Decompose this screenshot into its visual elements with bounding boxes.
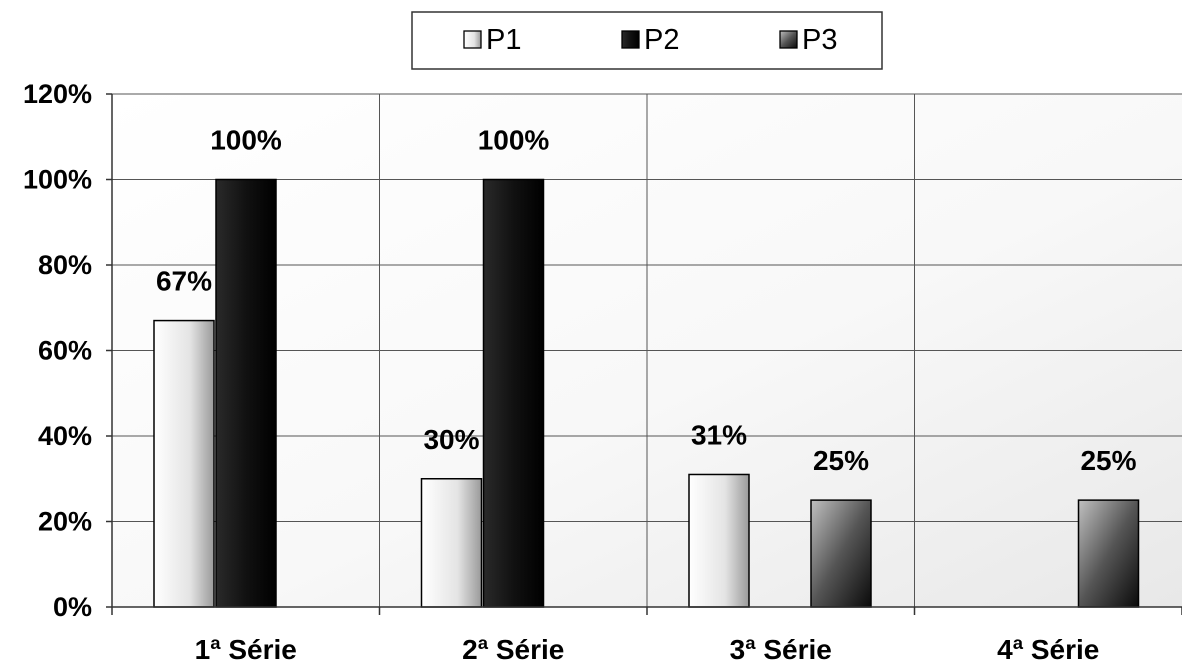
legend-swatch-p3 (779, 30, 798, 49)
data-label: 25% (1080, 445, 1136, 476)
bar-p1 (420, 478, 483, 608)
bar-p2 (482, 178, 545, 608)
legend-swatch-p1 (463, 30, 482, 49)
y-tick-label: 120% (23, 79, 92, 109)
bar-p2 (215, 178, 277, 608)
y-tick-label: 100% (23, 165, 92, 195)
data-label: 25% (813, 445, 869, 476)
data-label: 67% (156, 266, 212, 297)
data-label: 100% (210, 125, 282, 156)
y-tick-label: 60% (38, 336, 92, 366)
data-label: 30% (423, 424, 479, 455)
y-tick-label: 0% (53, 592, 92, 622)
y-tick-label: 40% (38, 421, 92, 451)
legend-swatch-p2 (621, 30, 640, 49)
legend-label-p3: P3 (802, 24, 837, 56)
bar-p1 (153, 319, 215, 608)
x-category-label: 3ª Série (730, 634, 832, 665)
legend-box (411, 11, 883, 70)
bar-p3 (810, 499, 872, 608)
legend-label-p1: P1 (486, 24, 521, 56)
x-category-label: 4ª Série (997, 634, 1099, 665)
data-label: 31% (691, 419, 747, 450)
bar-p3 (1077, 499, 1140, 608)
data-label: 100% (478, 125, 550, 156)
bar-p1 (688, 473, 750, 608)
legend-label-p2: P2 (644, 24, 679, 56)
x-category-label: 2ª Série (462, 634, 564, 665)
y-tick-label: 20% (38, 507, 92, 537)
y-tick-label: 80% (38, 250, 92, 280)
x-category-label: 1ª Série (195, 634, 297, 665)
